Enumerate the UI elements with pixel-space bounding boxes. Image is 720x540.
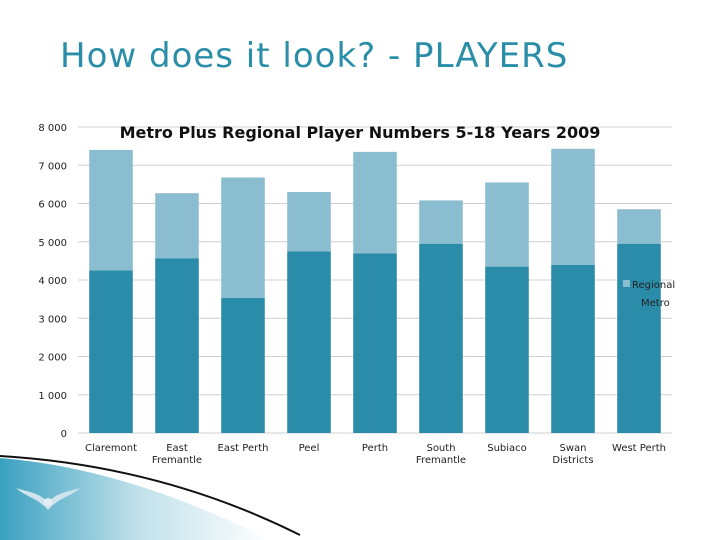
- swoosh-decoration: [0, 458, 270, 540]
- bar-metro: [221, 297, 265, 433]
- y-tick-label: 5 000: [38, 238, 67, 249]
- bar-metro: [287, 251, 331, 433]
- bar-regional: [287, 192, 331, 252]
- slide-decoration: [0, 455, 301, 540]
- chart-title: Metro Plus Regional Player Numbers 5-18 …: [120, 123, 601, 142]
- x-tick-label: East Perth: [218, 443, 269, 454]
- swoosh-stroke: [0, 455, 301, 536]
- legend-label-metro: Metro: [641, 298, 670, 309]
- y-tick-label: 3 000: [38, 314, 67, 325]
- bar-regional: [221, 177, 265, 298]
- bar-metro: [617, 243, 661, 433]
- bar-metro: [353, 253, 397, 433]
- y-tick-label: 2 000: [38, 353, 67, 364]
- x-tick-label: Districts: [552, 455, 593, 466]
- bar-regional: [89, 149, 133, 271]
- y-tick-label: 6 000: [38, 200, 67, 211]
- legend-swatch-regional: [623, 280, 630, 287]
- logo-icon: [16, 488, 80, 510]
- x-tick-label: East: [166, 443, 188, 454]
- x-tick-label: Peel: [299, 443, 320, 454]
- y-tick-label: 8 000: [38, 123, 67, 134]
- bar-regional: [485, 182, 529, 267]
- bar-metro: [89, 270, 133, 433]
- x-tick-label: Swan: [560, 443, 587, 454]
- bar-regional: [551, 148, 595, 265]
- x-tick-label: West Perth: [612, 443, 666, 454]
- y-tick-label: 7 000: [38, 161, 67, 172]
- x-tick-label: Perth: [362, 443, 388, 454]
- x-tick-label: South: [426, 443, 455, 454]
- bar-regional: [617, 209, 661, 244]
- bar-metro: [551, 264, 595, 433]
- x-tick-label: Fremantle: [416, 455, 466, 466]
- y-axis-ticks: 0 1 000 2 000 3 000 4 000 5 000 6 000 7 000 8 00…: [38, 123, 67, 440]
- slide-title: How does it look? - PLAYERS: [60, 36, 569, 76]
- bar-regional: [419, 200, 463, 244]
- legend: Regional Metro: [623, 280, 675, 309]
- bar-metro: [419, 243, 463, 433]
- bars: [89, 148, 661, 433]
- y-tick-label: 0: [61, 429, 67, 440]
- bar-metro: [155, 258, 199, 433]
- bar-metro: [485, 266, 529, 433]
- y-tick-label: 4 000: [38, 276, 67, 287]
- x-tick-label: Claremont: [85, 443, 137, 454]
- bar-regional: [353, 151, 397, 254]
- legend-swatch-metro: [623, 298, 630, 305]
- x-tick-label: Subiaco: [487, 443, 527, 454]
- legend-label-regional: Regional: [632, 280, 675, 291]
- y-tick-label: 1 000: [38, 391, 67, 402]
- x-tick-label: Fremantle: [152, 455, 202, 466]
- bar-regional: [155, 193, 199, 259]
